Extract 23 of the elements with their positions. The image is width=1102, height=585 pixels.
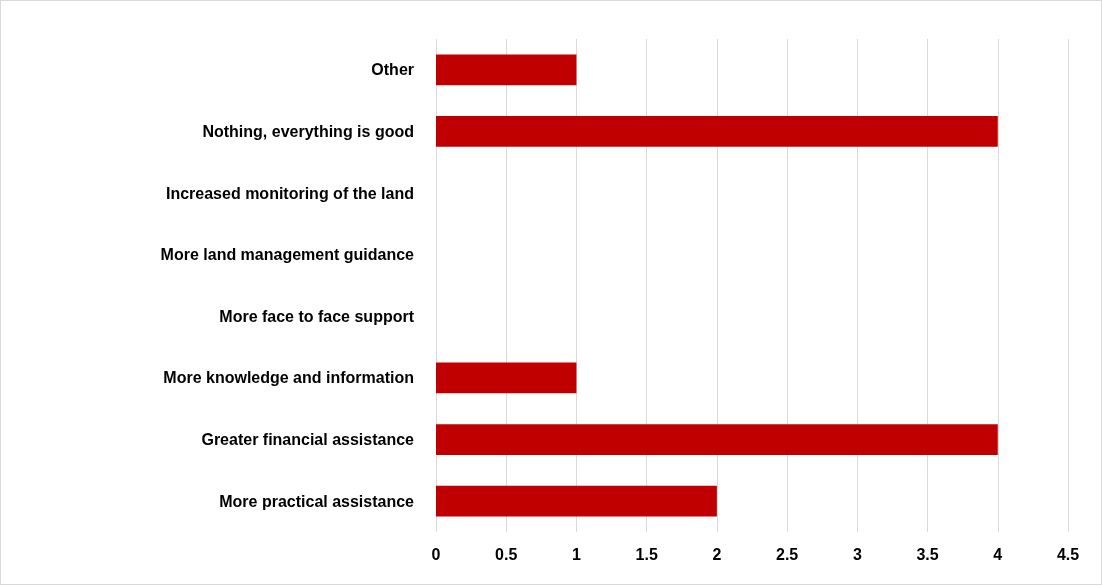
y-tick-label: More face to face support [219, 307, 415, 325]
bar [436, 54, 577, 86]
bar [436, 485, 717, 517]
x-tick-label: 1 [571, 545, 581, 563]
x-tick-label: 0 [431, 545, 441, 563]
y-tick-label: Greater financial assistance [201, 431, 415, 449]
y-tick-label: Other [371, 61, 414, 79]
x-tick-label: 0.5 [495, 545, 518, 563]
x-tick-label: 3 [852, 545, 862, 563]
x-tick-label: 2.5 [775, 545, 799, 563]
y-tick-label: More land management guidance [160, 246, 415, 264]
y-tick-label: More practical assistance [219, 492, 415, 510]
y-tick-label: Increased monitoring of the land [165, 184, 414, 202]
x-tick-label: 3.5 [916, 545, 939, 563]
x-tick-label: 4 [993, 545, 1003, 563]
bar [436, 116, 998, 147]
y-tick-label: Nothing, everything is good [202, 122, 414, 140]
x-tick-label: 1.5 [635, 545, 658, 563]
x-tick-label: 2 [712, 545, 722, 563]
x-tick-label: 4.5 [1056, 545, 1080, 563]
y-tick-label: More knowledge and information [163, 369, 414, 387]
bar [436, 362, 577, 394]
bar [436, 424, 998, 455]
